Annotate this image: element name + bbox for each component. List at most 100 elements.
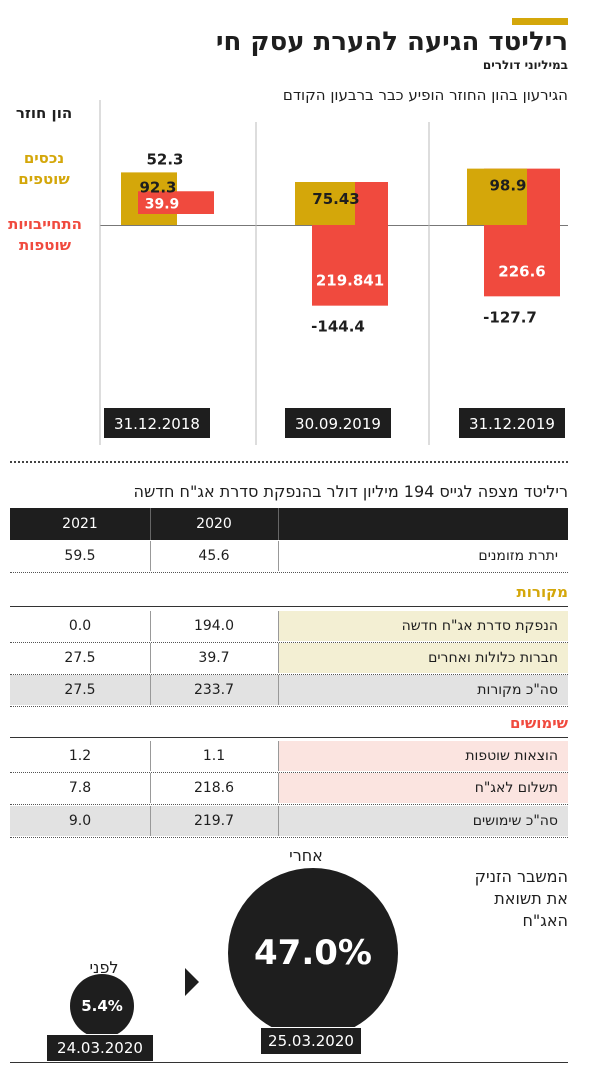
cash-row: יתרת מזומנים 45.6 59.5 bbox=[10, 541, 568, 571]
uses-row-label: הוצאות שוטפות bbox=[465, 748, 558, 764]
sources-top-line bbox=[10, 606, 568, 607]
after-circle: 47.0% bbox=[228, 868, 398, 1038]
cash-2020: 45.6 bbox=[198, 548, 230, 564]
sources-row-fill bbox=[278, 611, 568, 641]
sources-row-sep-2 bbox=[278, 611, 279, 641]
sources-row-2020: 194.0 bbox=[193, 618, 235, 634]
uses-row: תשלום לאג"ח 218.6 7.8 bbox=[10, 773, 568, 803]
sources-row-line bbox=[10, 674, 568, 675]
header-2020: 2020 bbox=[196, 516, 232, 532]
uses-total-2020: 219.7 bbox=[193, 813, 235, 829]
section-divider bbox=[10, 461, 568, 463]
bottom-rule bbox=[10, 1062, 568, 1063]
after-date: 25.03.2020 bbox=[260, 1027, 362, 1055]
uses-heading: שימושים bbox=[509, 714, 568, 732]
assets-value-label: 75.43 bbox=[312, 190, 359, 208]
sources-row: חברות כלולות ואחרים 39.7 27.5 bbox=[10, 643, 568, 673]
sources-row-line bbox=[10, 642, 568, 643]
sources-total-label: סה"כ מקורות bbox=[477, 682, 558, 698]
uses-row-2020: 1.1 bbox=[202, 748, 226, 764]
before-date: 24.03.2020 bbox=[46, 1034, 154, 1062]
sources-row-sep-1 bbox=[150, 643, 151, 673]
uses-row-sep-2 bbox=[278, 741, 279, 771]
sources-row-2021: 0.0 bbox=[68, 618, 92, 634]
uses-row-2020: 218.6 bbox=[193, 780, 235, 796]
uses-row-line bbox=[10, 804, 568, 805]
uses-total-sep-1 bbox=[150, 806, 151, 836]
date-tag-label: 31.12.2018 bbox=[114, 415, 200, 433]
sources-row-fill bbox=[278, 643, 568, 673]
sources-row-label: הנפקת סדרת אג"ח חדשה bbox=[401, 618, 558, 634]
assets-value-label: 98.9 bbox=[489, 177, 526, 195]
date-tag-label: 30.09.2019 bbox=[295, 415, 381, 433]
liabilities-value-label: 39.9 bbox=[145, 196, 180, 212]
page-subtitle: במיליוני דולרים bbox=[482, 58, 568, 72]
date-tag-bg bbox=[104, 408, 210, 438]
header-sep-2 bbox=[278, 508, 279, 540]
sources-total-2021: 27.5 bbox=[64, 682, 96, 698]
uses-row-sep-1 bbox=[150, 773, 151, 803]
yield-caption: המשבר הזניק את תשואת האג"ח bbox=[474, 867, 568, 930]
sources-row-sep-1 bbox=[150, 611, 151, 641]
table-header-row: 2021 2020 bbox=[10, 508, 568, 540]
cash-sep-2 bbox=[278, 541, 279, 571]
assets-bar bbox=[295, 182, 355, 225]
uses-row-sep-1 bbox=[150, 741, 151, 771]
uses-row-line bbox=[10, 772, 568, 773]
sources-total-line bbox=[10, 706, 568, 707]
sources-heading: מקורות bbox=[516, 583, 568, 601]
uses-row-fill bbox=[278, 741, 568, 771]
header-2021: 2021 bbox=[62, 516, 98, 532]
uses-total-sep-2 bbox=[278, 806, 279, 836]
cash-label: יתרת מזומנים bbox=[478, 548, 558, 564]
sources-row-label: חברות כלולות ואחרים bbox=[428, 650, 558, 666]
uses-row-label: תשלום לאג"ח bbox=[474, 780, 558, 796]
page-title: ריליטד הגיעה להערת עסק חי bbox=[215, 27, 568, 57]
uses-row-2021: 7.8 bbox=[68, 780, 92, 796]
legend-working-capital: הון חוזר bbox=[15, 104, 73, 122]
before-label: לפני bbox=[89, 958, 119, 977]
after-value: 47.0% bbox=[254, 933, 372, 973]
working-capital-label: 52.3 bbox=[146, 150, 183, 168]
balance-chart: 92.339.9 52.3 31.12.2018 75.43 219.841 -144.4… bbox=[99, 100, 568, 445]
sources-row-sep-2 bbox=[278, 643, 279, 673]
uses-row-2021: 1.2 bbox=[68, 748, 92, 764]
title-accent-bar bbox=[512, 18, 568, 25]
sources-row-2021: 27.5 bbox=[64, 650, 96, 666]
assets-bar bbox=[467, 168, 527, 225]
legend-current-assets: נכסים שוטפים bbox=[18, 149, 70, 188]
uses-total-line bbox=[10, 837, 568, 838]
after-label: אחרי bbox=[289, 846, 323, 865]
sources-row: הנפקת סדרת אג"ח חדשה 194.0 0.0 bbox=[10, 611, 568, 641]
sources-total-sep-2 bbox=[278, 675, 279, 705]
table-title: ריליטד מצפה לגייס 194 מיליון דולר בהנפקת… bbox=[133, 482, 568, 501]
chart-subtitle: הגירעון בהון החוזר הופיע כבר ברבעון הקוד… bbox=[282, 86, 568, 104]
liabilities-value-label: 226.6 bbox=[498, 262, 545, 280]
before-value: 5.4% bbox=[81, 997, 123, 1015]
uses-row-sep-2 bbox=[278, 773, 279, 803]
legend-current-liabilities: התחייבויות שוטפות bbox=[8, 215, 82, 254]
sources-total-sep-1 bbox=[150, 675, 151, 705]
uses-total-label: סה"כ שימושים bbox=[472, 813, 558, 829]
before-circle: 5.4% bbox=[70, 974, 134, 1038]
date-tag-bg bbox=[459, 408, 565, 438]
working-capital-label: -144.4 bbox=[311, 318, 365, 336]
date-tag-bg bbox=[285, 408, 391, 438]
liabilities-bar bbox=[138, 191, 214, 214]
date-tag-label: 31.12.2019 bbox=[469, 415, 555, 433]
cash-row-line bbox=[10, 572, 568, 573]
uses-top-line bbox=[10, 737, 568, 738]
sources-total-row: סה"כ מקורות 233.7 27.5 bbox=[10, 675, 568, 705]
header-sep-1 bbox=[150, 508, 151, 540]
cash-2021: 59.5 bbox=[64, 548, 96, 564]
cash-sep-1 bbox=[150, 541, 151, 571]
assets-value-label: 92.3 bbox=[139, 178, 176, 196]
uses-total-row: סה"כ שימושים 219.7 9.0 bbox=[10, 806, 568, 836]
uses-total-2021: 9.0 bbox=[68, 813, 92, 829]
sources-total-2020: 233.7 bbox=[193, 682, 235, 698]
uses-row: הוצאות שוטפות 1.1 1.2 bbox=[10, 741, 568, 771]
uses-row-fill bbox=[278, 773, 568, 803]
working-capital-label: -127.7 bbox=[483, 308, 537, 326]
triangle-right-icon bbox=[185, 968, 199, 996]
sources-row-2020: 39.7 bbox=[198, 650, 230, 666]
